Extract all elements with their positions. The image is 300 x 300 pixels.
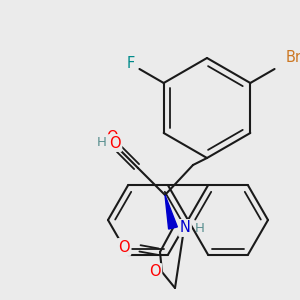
Text: O: O	[109, 136, 121, 151]
Text: Br: Br	[286, 50, 300, 65]
Text: H: H	[97, 136, 107, 149]
Text: N: N	[180, 220, 190, 236]
Text: O: O	[106, 130, 118, 146]
Text: O: O	[118, 239, 130, 254]
Text: F: F	[127, 56, 135, 71]
Text: H: H	[195, 221, 205, 235]
Text: O: O	[149, 265, 161, 280]
Polygon shape	[165, 195, 177, 229]
